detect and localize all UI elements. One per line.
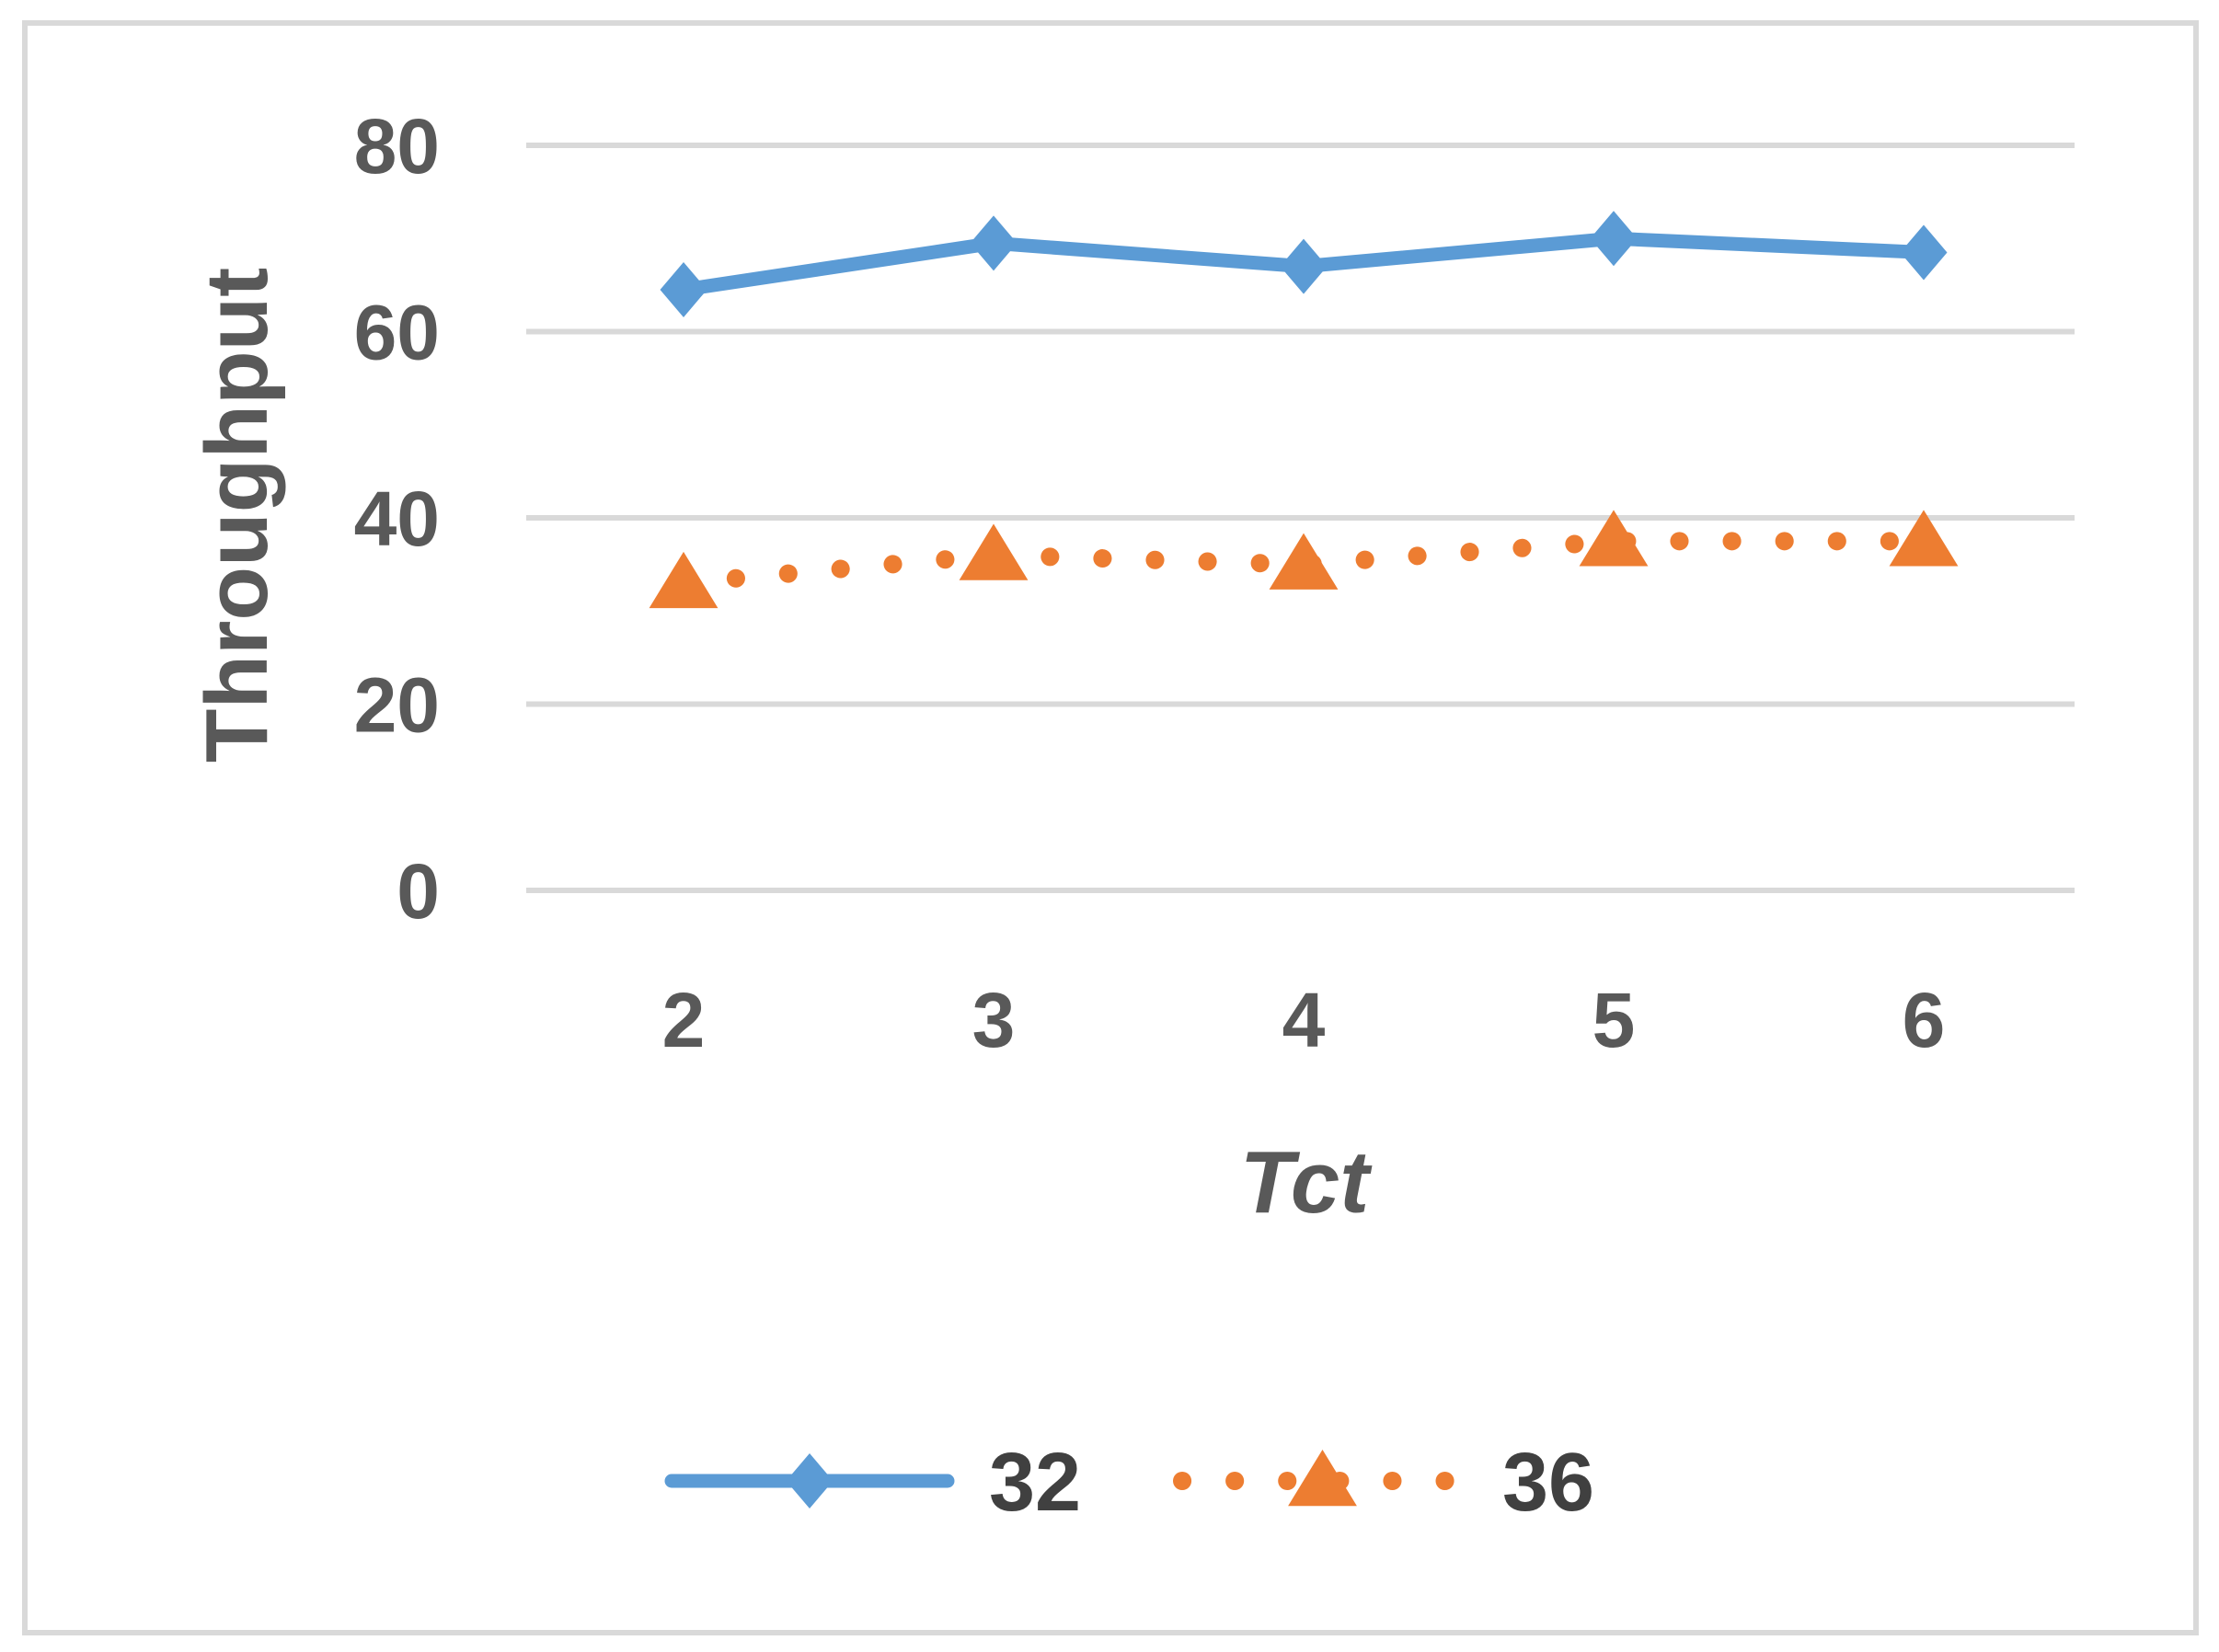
x-tick-label: 5 [1592, 977, 1636, 1063]
y-tick-label: 60 [354, 290, 440, 376]
x-tick-label: 6 [1903, 977, 1946, 1063]
y-axis-title: Throughput [188, 268, 286, 763]
x-tick-label: 3 [972, 977, 1016, 1063]
data-point [970, 215, 1018, 271]
data-point [660, 261, 707, 317]
gridlines [526, 143, 2075, 893]
data-point [959, 523, 1029, 580]
data-point [1280, 238, 1328, 294]
legend-marker [1288, 1450, 1357, 1507]
data-point [1579, 510, 1649, 567]
x-axis-title: Tct [1240, 1133, 1373, 1232]
data-point [1590, 211, 1638, 267]
data-point [1269, 533, 1339, 590]
x-tick-label: 2 [662, 977, 706, 1063]
x-tick-label: 4 [1282, 977, 1326, 1063]
x-axis-ticks: 2 3 4 5 6 [662, 977, 1946, 1063]
series-36 [649, 510, 1959, 609]
legend-marker [786, 1453, 834, 1509]
data-point [649, 551, 719, 609]
data-point [1900, 224, 1948, 281]
chart-border [22, 20, 2199, 1635]
legend-item: 36 [1173, 1437, 1594, 1529]
legend-label: 32 [989, 1437, 1081, 1529]
data-point [1889, 510, 1959, 567]
series [649, 211, 1959, 609]
y-tick-label: 20 [354, 662, 440, 749]
y-tick-label: 80 [354, 103, 440, 189]
y-axis-ticks: 0 20 40 60 80 [354, 103, 440, 935]
y-tick-label: 0 [397, 848, 440, 935]
legend-label: 36 [1502, 1437, 1594, 1529]
legend-item: 32 [664, 1437, 1081, 1529]
y-tick-label: 40 [354, 476, 440, 562]
series-32 [660, 211, 1948, 317]
legend: 32 36 [664, 1437, 1594, 1529]
